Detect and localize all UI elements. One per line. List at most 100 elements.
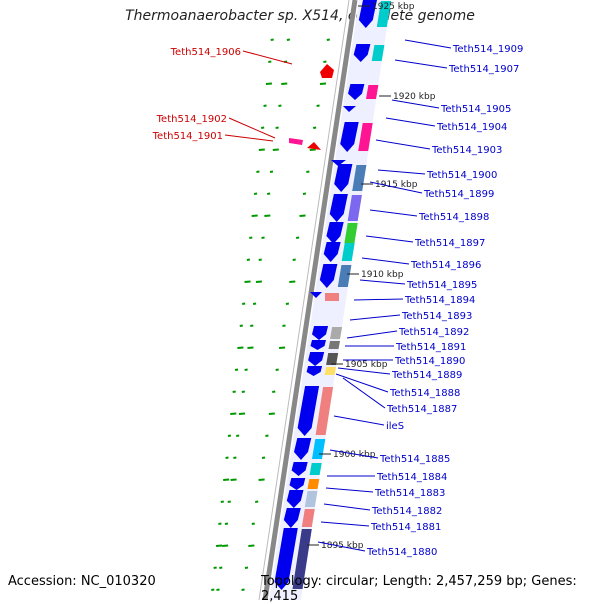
scale-label: 1900 kbp (333, 450, 376, 460)
forward-gene-arrow (343, 106, 356, 112)
gc-tick (312, 126, 317, 129)
gene-leader-line (365, 235, 414, 243)
forward-gene-arrow (340, 122, 359, 152)
gene-leader-line (317, 541, 366, 552)
gc-tick (258, 258, 262, 261)
scale-label: 1895 kbp (321, 541, 364, 551)
gene-leader-line (353, 298, 404, 301)
gc-tick (232, 390, 236, 393)
forward-gene-arrow (358, 0, 377, 28)
gene-label: Teth514_1907 (448, 64, 519, 75)
gc-tick (255, 280, 262, 283)
gene-label: Teth514_1909 (452, 44, 523, 55)
gc-tick (251, 214, 258, 217)
gene-label: Teth514_1900 (426, 170, 497, 181)
gc-tick (278, 346, 286, 349)
gene-leader-line (325, 487, 374, 493)
gc-tick (270, 38, 274, 41)
gene-label: Teth514_1884 (376, 472, 447, 483)
gc-tick (258, 148, 265, 151)
gene-label: Teth514_1899 (423, 189, 494, 200)
gene-leader-line (224, 134, 274, 142)
gc-tick (220, 500, 224, 503)
gene-label: Teth514_1901 (152, 131, 223, 142)
gene-label: Teth514_1890 (394, 356, 465, 367)
gc-tick (285, 302, 290, 305)
gc-tick (263, 104, 267, 107)
gene-feature-box (328, 341, 340, 349)
genome-backbone-inner-edge (258, 0, 350, 600)
reverse-gene-arrow (307, 142, 321, 150)
gc-tick (261, 126, 265, 129)
gene-label: Teth514_1892 (398, 327, 469, 338)
gene-label: Teth514_1882 (371, 506, 442, 517)
gc-tick (295, 236, 300, 239)
gene-label: Teth514_1887 (386, 404, 457, 415)
gene-feature-box (371, 45, 385, 61)
gene-leader-line (394, 59, 448, 69)
gc-tick (319, 82, 327, 85)
gc-tick (237, 346, 244, 349)
gene-feature-box (315, 387, 334, 435)
gc-tick (211, 588, 215, 591)
gc-tick (268, 60, 272, 63)
gc-tick (238, 412, 246, 415)
forward-gene-arrow (323, 242, 341, 262)
gc-tick (275, 126, 279, 129)
gene-feature-box (330, 327, 343, 339)
forward-gene-arrow (334, 164, 353, 192)
gene-feature-box (325, 293, 339, 301)
gene-leader-line (375, 139, 431, 150)
gc-tick (244, 368, 248, 371)
gc-tick (278, 104, 282, 107)
forward-gene-arrow (353, 44, 371, 62)
gene-leader-line (361, 257, 410, 265)
accession-text: Accession: NC_010320 (8, 574, 156, 589)
gc-tick (248, 544, 255, 547)
gene-leader-line (323, 503, 371, 511)
gc-tick (316, 104, 320, 107)
genome-backbone (262, 0, 358, 600)
gene-leader-line (335, 373, 389, 393)
forward-gene-arrow (294, 438, 312, 460)
gc-tick (241, 390, 245, 393)
gene-leader-line (359, 279, 406, 285)
gc-tick (230, 412, 237, 415)
gc-tick (306, 170, 310, 173)
gc-tick (299, 214, 306, 217)
gene-leader-line (377, 169, 426, 175)
gene-leader-line (342, 377, 386, 409)
gene-feature-box (344, 223, 358, 243)
gc-tick (233, 456, 237, 459)
gc-tick (224, 522, 229, 525)
gc-tick (272, 148, 279, 151)
gene-label: Teth514_1881 (370, 522, 441, 533)
gc-tick (215, 544, 223, 547)
forward-gene-arrow (331, 160, 346, 166)
gene-label: Teth514_1893 (401, 311, 472, 322)
gene-label: Teth514_1897 (414, 238, 485, 249)
gc-tick (218, 522, 222, 525)
forward-gene-arrow (310, 292, 322, 298)
gc-tick (256, 170, 260, 173)
gc-tick (268, 412, 275, 415)
gc-tick (253, 192, 258, 195)
gc-tick (309, 148, 316, 151)
gene-label: Teth514_1894 (404, 295, 475, 306)
gene-label: Teth514_1902 (156, 114, 227, 125)
gene-label: ileS (386, 421, 404, 432)
gc-tick (213, 566, 217, 569)
gene-label: Teth514_1906 (170, 47, 241, 58)
gc-tick (241, 588, 245, 591)
gc-tick (219, 566, 223, 569)
gc-tick (302, 192, 307, 195)
forward-gene-arrow (306, 366, 323, 376)
forward-gene-arrow (326, 222, 344, 244)
gene-label: Teth514_1896 (410, 260, 481, 271)
gc-tick (251, 522, 255, 525)
gene-feature-box (307, 479, 320, 489)
reverse-gene-arrow (289, 138, 303, 145)
gc-tick (272, 390, 276, 393)
